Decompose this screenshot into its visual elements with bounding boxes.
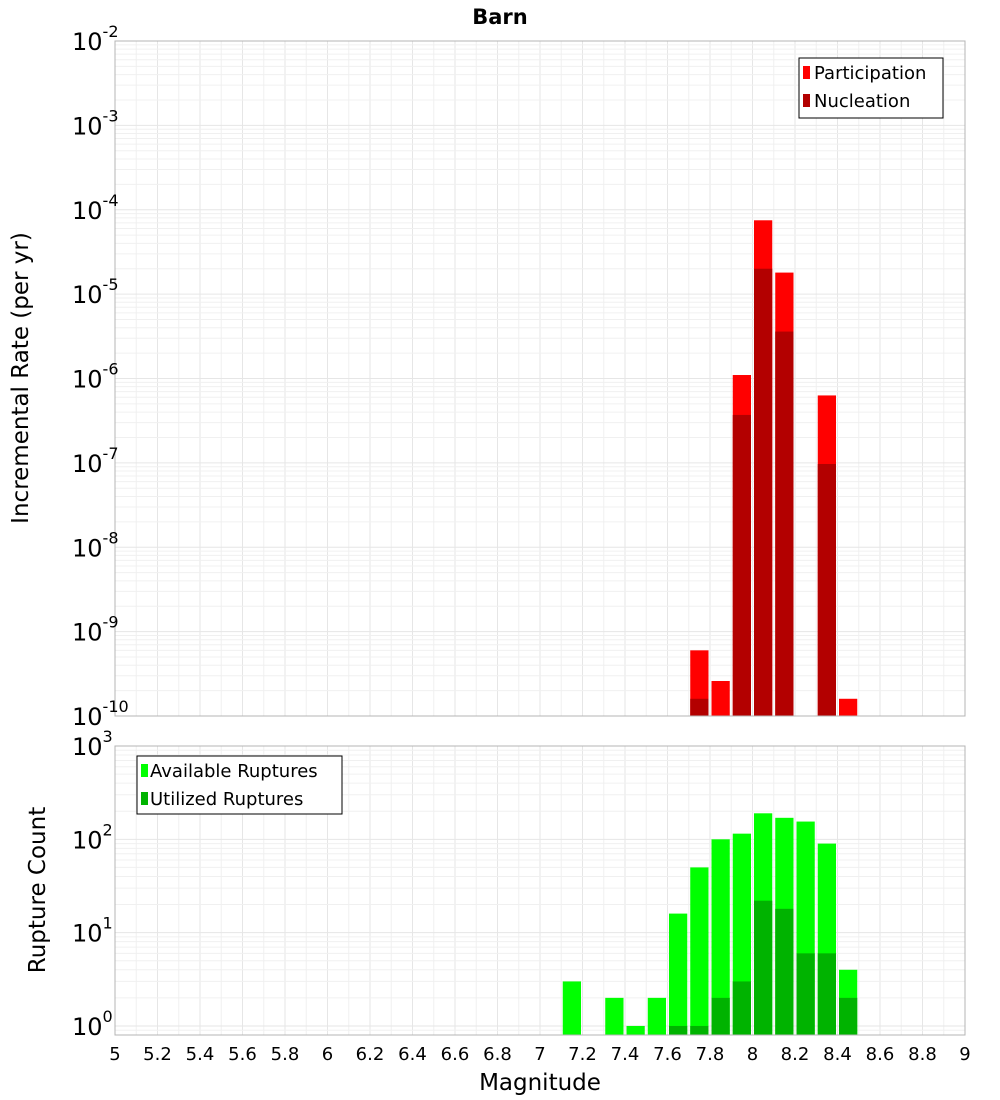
x-tick-label: 9 bbox=[959, 1044, 970, 1065]
bottom-y-tick-label: 100 bbox=[72, 1007, 113, 1041]
top-y-tick-label: 10-6 bbox=[72, 360, 119, 394]
x-tick-label: 7 bbox=[534, 1044, 545, 1065]
top-y-tick-label: 10-3 bbox=[72, 106, 119, 140]
top-bar-participation bbox=[839, 698, 858, 716]
bottom-bar-available-ruptures bbox=[647, 997, 666, 1035]
top-bar-nucleation bbox=[817, 463, 836, 716]
x-tick-label: 5.4 bbox=[186, 1044, 215, 1065]
top-y-tick-label: 10-2 bbox=[72, 22, 119, 56]
top-bar-nucleation bbox=[775, 331, 794, 716]
x-tick-label: 7.2 bbox=[568, 1044, 597, 1065]
x-tick-label: 8.4 bbox=[823, 1044, 852, 1065]
top-y-tick-label: 10-7 bbox=[72, 444, 119, 478]
bottom-bar-utilized-ruptures bbox=[817, 953, 836, 1035]
top-plot-grid bbox=[114, 41, 966, 717]
bottom-bar-utilized-ruptures bbox=[796, 953, 815, 1035]
legend-swatch-utilized bbox=[141, 792, 148, 805]
bottom-y-tick-label: 102 bbox=[72, 820, 113, 854]
x-tick-label: 7.4 bbox=[611, 1044, 640, 1065]
top-bar-participation bbox=[711, 680, 730, 716]
x-tick-label: 8.8 bbox=[908, 1044, 937, 1065]
x-tick-labels: 5 5.2 5.4 5.6 5.8 6 6.2 6.4 6.6 6.8 7 7.2 7.4 7.6 7.8 8… bbox=[109, 1044, 970, 1065]
x-tick-label: 7.8 bbox=[696, 1044, 725, 1065]
bottom-bar-utilized-ruptures bbox=[754, 900, 773, 1035]
bottom-plot-area bbox=[114, 745, 966, 1036]
top-legend-box bbox=[798, 57, 944, 119]
legend-label-available: Available Ruptures bbox=[150, 761, 318, 782]
legend-label-nucleation: Nucleation bbox=[814, 91, 910, 112]
bottom-bar-available-ruptures bbox=[690, 867, 709, 1035]
x-tick-label: 6 bbox=[322, 1044, 333, 1065]
legend-label-utilized: Utilized Ruptures bbox=[150, 789, 303, 810]
bottom-y-tick-labels: 100 101 102 103 bbox=[72, 727, 113, 1041]
top-y-tick-label: 10-10 bbox=[72, 697, 129, 731]
bottom-bar-utilized-ruptures bbox=[732, 981, 751, 1035]
bottom-bar-available-ruptures bbox=[562, 981, 581, 1035]
bottom-y-tick-label: 101 bbox=[72, 914, 113, 948]
top-y-tick-label: 10-5 bbox=[72, 275, 119, 309]
top-y-tick-label: 10-4 bbox=[72, 191, 119, 225]
bottom-y-tick-label: 103 bbox=[72, 727, 113, 761]
x-tick-label: 6.8 bbox=[483, 1044, 512, 1065]
bottom-bar-available-ruptures bbox=[711, 839, 730, 1035]
bottom-legend: Available Ruptures Utilized Ruptures bbox=[136, 755, 343, 815]
bottom-y-axis-label: Rupture Count bbox=[25, 807, 51, 973]
legend-label-participation: Participation bbox=[814, 63, 926, 84]
bottom-legend-box bbox=[136, 755, 343, 815]
x-tick-label: 5 bbox=[109, 1044, 120, 1065]
bottom-bar-utilized-ruptures bbox=[775, 908, 794, 1035]
x-tick-label: 6.6 bbox=[441, 1044, 470, 1065]
legend-swatch-nucleation bbox=[803, 94, 810, 107]
bottom-bar-available-ruptures bbox=[605, 997, 624, 1035]
bottom-bar-available-ruptures bbox=[626, 1025, 645, 1035]
bottom-bar-utilized-ruptures bbox=[690, 1025, 709, 1035]
x-tick-label: 5.6 bbox=[228, 1044, 257, 1065]
chart-title: Barn bbox=[472, 5, 527, 29]
x-tick-label: 8.6 bbox=[866, 1044, 895, 1065]
top-y-axis-label: Incremental Rate (per yr) bbox=[8, 232, 34, 524]
bottom-bar-available-ruptures bbox=[669, 913, 688, 1035]
x-tick-label: 7.6 bbox=[653, 1044, 682, 1065]
top-y-tick-label: 10-9 bbox=[72, 613, 119, 647]
bottom-bar-utilized-ruptures bbox=[669, 1025, 688, 1035]
x-tick-label: 6.4 bbox=[398, 1044, 427, 1065]
x-tick-label: 5.8 bbox=[271, 1044, 300, 1065]
bottom-bar-utilized-ruptures bbox=[711, 997, 730, 1035]
x-tick-label: 5.2 bbox=[143, 1044, 172, 1065]
x-axis-label: Magnitude bbox=[479, 1070, 601, 1096]
bottom-plot-bars bbox=[562, 813, 858, 1035]
top-y-tick-labels: 10-10 10-9 10-8 10-7 10-6 10-5 10-4 10-3 10-2 bbox=[72, 22, 129, 731]
bottom-bar-utilized-ruptures bbox=[839, 997, 858, 1035]
top-bar-nucleation bbox=[690, 698, 709, 716]
legend-swatch-available bbox=[141, 764, 148, 777]
top-plot-area bbox=[114, 40, 966, 717]
top-plot-bars bbox=[690, 220, 858, 717]
x-tick-label: 6.2 bbox=[356, 1044, 385, 1065]
top-legend: Participation Nucleation bbox=[798, 57, 944, 119]
x-tick-label: 8 bbox=[747, 1044, 758, 1065]
top-bar-nucleation bbox=[732, 414, 751, 716]
x-tick-label: 8.2 bbox=[781, 1044, 810, 1065]
legend-swatch-participation bbox=[803, 66, 810, 79]
top-bar-nucleation bbox=[754, 268, 773, 716]
top-y-tick-label: 10-8 bbox=[72, 528, 119, 562]
